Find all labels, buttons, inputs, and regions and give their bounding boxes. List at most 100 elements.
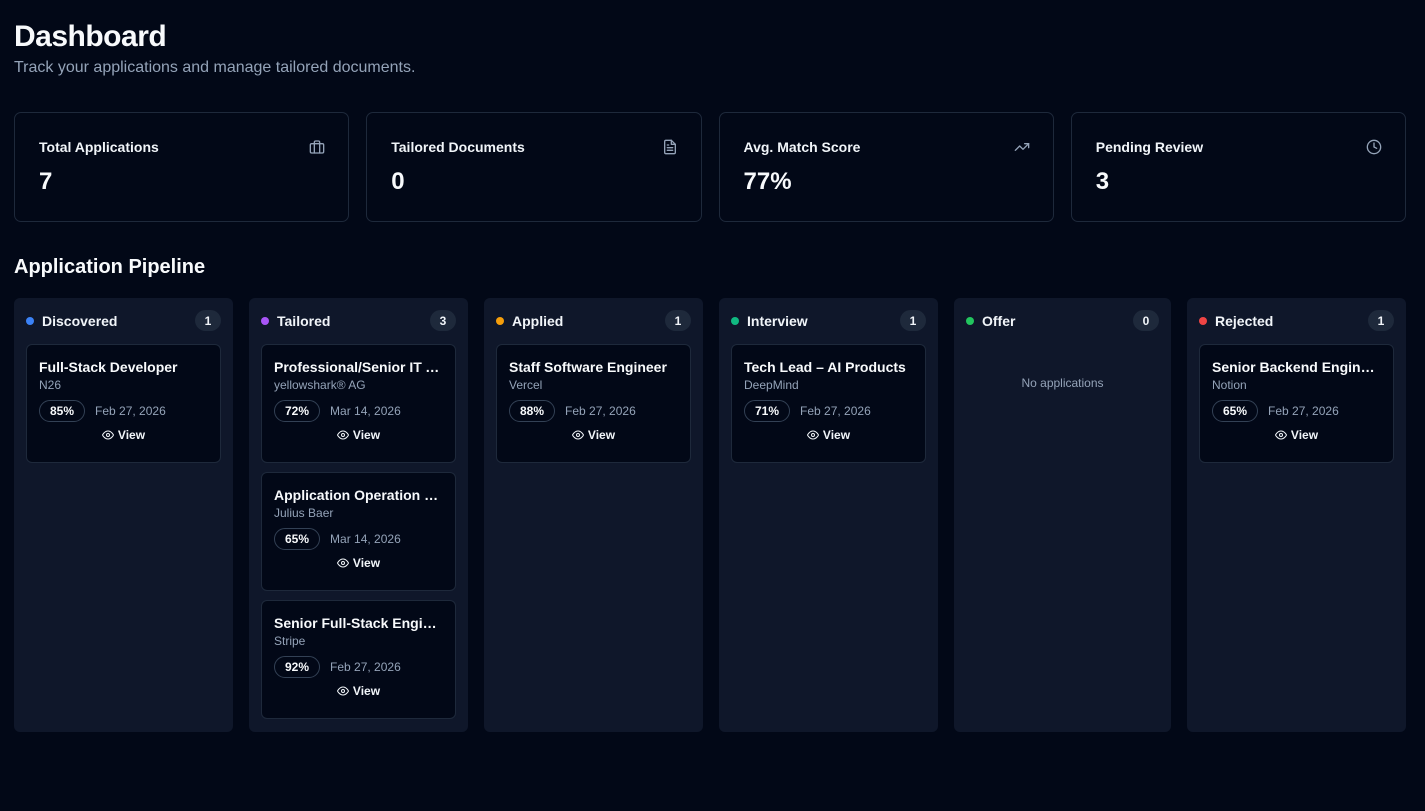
column-header: Tailored 3 bbox=[261, 298, 456, 344]
match-score-badge: 72% bbox=[274, 400, 321, 422]
column-count-badge: 1 bbox=[1368, 310, 1394, 331]
column-header: Interview 1 bbox=[731, 298, 926, 344]
stat-label: Avg. Match Score bbox=[743, 139, 861, 155]
card-title: Senior Backend Engineer bbox=[1212, 359, 1381, 375]
stat-card-tailored-documents: Tailored Documents 0 bbox=[366, 112, 702, 222]
column-count-badge: 0 bbox=[1133, 310, 1159, 331]
card-date: Feb 27, 2026 bbox=[800, 404, 871, 418]
card-date: Feb 27, 2026 bbox=[330, 660, 401, 674]
column-name: Discovered bbox=[42, 313, 118, 329]
status-dot bbox=[966, 317, 974, 325]
stat-label: Tailored Documents bbox=[391, 139, 525, 155]
pipeline-column-applied: Applied 1 Staff Software Engineer Vercel… bbox=[484, 298, 703, 732]
application-card[interactable]: Application Operation Engineer Julius Ba… bbox=[261, 472, 456, 591]
pipeline-column-offer: Offer 0 No applications bbox=[954, 298, 1171, 732]
application-card[interactable]: Full-Stack Developer N26 85% Feb 27, 202… bbox=[26, 344, 221, 463]
view-label: View bbox=[352, 556, 381, 570]
card-meta: 65% Feb 27, 2026 bbox=[1212, 400, 1381, 422]
view-label: View bbox=[1290, 428, 1319, 442]
stat-card-pending-review: Pending Review 3 bbox=[1070, 112, 1406, 222]
status-dot bbox=[1199, 317, 1207, 325]
card-date: Feb 27, 2026 bbox=[1268, 404, 1339, 418]
card-title: Professional/Senior IT Application Engin… bbox=[274, 359, 443, 375]
eye-icon bbox=[1274, 430, 1287, 440]
view-label: View bbox=[352, 684, 381, 698]
view-button[interactable]: View bbox=[509, 428, 678, 442]
match-score-badge: 88% bbox=[509, 400, 556, 422]
stat-value: 7 bbox=[39, 168, 53, 195]
eye-icon bbox=[101, 430, 114, 440]
card-company: DeepMind bbox=[744, 378, 799, 392]
column-name: Offer bbox=[982, 313, 1016, 329]
card-meta: 65% Mar 14, 2026 bbox=[274, 528, 443, 550]
briefcase-icon bbox=[309, 139, 325, 155]
stat-label: Pending Review bbox=[1095, 139, 1204, 155]
stat-value: 3 bbox=[1095, 168, 1110, 195]
card-company: Julius Baer bbox=[274, 506, 334, 520]
stats-row: Total Applications 7 Tailored Documents … bbox=[14, 112, 1406, 222]
application-card[interactable]: Professional/Senior IT Application Engin… bbox=[261, 344, 456, 463]
application-card[interactable]: Senior Full-Stack Engineer Stripe 92% Fe… bbox=[261, 600, 456, 719]
card-meta: 71% Feb 27, 2026 bbox=[744, 400, 913, 422]
view-button[interactable]: View bbox=[274, 556, 443, 570]
card-title: Full-Stack Developer bbox=[39, 359, 178, 375]
card-company: Notion bbox=[1212, 378, 1247, 392]
view-button[interactable]: View bbox=[1212, 428, 1381, 442]
pipeline-column-interview: Interview 1 Tech Lead – AI Products Deep… bbox=[719, 298, 938, 732]
column-header: Discovered 1 bbox=[26, 298, 221, 344]
stat-card-avg-match-score: Avg. Match Score 77% bbox=[718, 112, 1054, 222]
card-date: Mar 14, 2026 bbox=[330, 532, 401, 546]
status-dot bbox=[261, 317, 269, 325]
view-button[interactable]: View bbox=[274, 428, 443, 442]
pipeline-board: Discovered 1 Full-Stack Developer N26 85… bbox=[14, 298, 1406, 732]
column-header: Applied 1 bbox=[496, 298, 691, 344]
view-button[interactable]: View bbox=[39, 428, 208, 442]
pipeline-column-discovered: Discovered 1 Full-Stack Developer N26 85… bbox=[14, 298, 233, 732]
eye-icon bbox=[336, 686, 349, 696]
card-title: Senior Full-Stack Engineer bbox=[274, 615, 443, 631]
column-header: Offer 0 bbox=[966, 298, 1159, 344]
card-meta: 92% Feb 27, 2026 bbox=[274, 656, 443, 678]
view-label: View bbox=[587, 428, 616, 442]
match-score-badge: 65% bbox=[274, 528, 321, 550]
application-card[interactable]: Staff Software Engineer Vercel 88% Feb 2… bbox=[496, 344, 691, 463]
clock-icon bbox=[1366, 139, 1382, 155]
status-dot bbox=[496, 317, 504, 325]
card-title: Tech Lead – AI Products bbox=[744, 359, 906, 375]
view-button[interactable]: View bbox=[274, 684, 443, 698]
eye-icon bbox=[806, 430, 819, 440]
column-count-badge: 3 bbox=[430, 310, 456, 331]
pipeline-column-tailored: Tailored 3 Professional/Senior IT Applic… bbox=[249, 298, 468, 732]
column-name: Interview bbox=[747, 313, 808, 329]
card-date: Feb 27, 2026 bbox=[565, 404, 636, 418]
view-button[interactable]: View bbox=[744, 428, 913, 442]
match-score-badge: 85% bbox=[39, 400, 86, 422]
column-name: Applied bbox=[512, 313, 564, 329]
document-icon bbox=[662, 139, 678, 155]
card-meta: 85% Feb 27, 2026 bbox=[39, 400, 208, 422]
application-card[interactable]: Tech Lead – AI Products DeepMind 71% Feb… bbox=[731, 344, 926, 463]
view-label: View bbox=[352, 428, 381, 442]
card-company: N26 bbox=[39, 378, 62, 392]
stat-value: 77% bbox=[743, 168, 792, 195]
trending-up-icon bbox=[1014, 139, 1030, 155]
eye-icon bbox=[336, 558, 349, 568]
view-label: View bbox=[822, 428, 851, 442]
view-label: View bbox=[117, 428, 146, 442]
match-score-badge: 71% bbox=[744, 400, 791, 422]
card-meta: 88% Feb 27, 2026 bbox=[509, 400, 678, 422]
stat-value: 0 bbox=[391, 168, 405, 195]
column-count-badge: 1 bbox=[900, 310, 926, 331]
column-name: Tailored bbox=[277, 313, 331, 329]
empty-state-text: No applications bbox=[1021, 376, 1104, 390]
eye-icon bbox=[336, 430, 349, 440]
page-subtitle: Track your applications and manage tailo… bbox=[14, 59, 416, 76]
column-name: Rejected bbox=[1215, 313, 1274, 329]
card-date: Feb 27, 2026 bbox=[95, 404, 166, 418]
stat-label: Total Applications bbox=[39, 139, 159, 155]
match-score-badge: 92% bbox=[274, 656, 321, 678]
pipeline-title: Application Pipeline bbox=[14, 256, 206, 278]
card-meta: 72% Mar 14, 2026 bbox=[274, 400, 443, 422]
card-company: Vercel bbox=[509, 378, 543, 392]
application-card[interactable]: Senior Backend Engineer Notion 65% Feb 2… bbox=[1199, 344, 1394, 463]
